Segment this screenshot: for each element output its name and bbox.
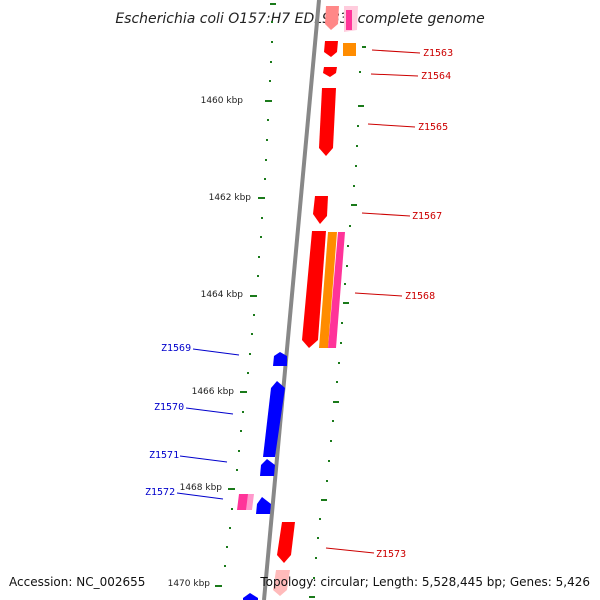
gene-faded-top[interactable] <box>325 6 339 30</box>
reverse-strand-genes <box>237 352 287 600</box>
gene-z1572[interactable] <box>256 497 271 514</box>
map-title: Escherichia coli O157:H7 EDL933, complet… <box>115 11 484 27</box>
gene-faded-bottom[interactable] <box>273 570 290 596</box>
tick-label-1460: 1460 kbp <box>201 96 244 106</box>
genome-backbone <box>262 0 321 600</box>
gene-label-z1572[interactable]: Z1572 <box>145 487 175 498</box>
accession-text: Accession: NC_002655 <box>9 575 145 589</box>
gene-z1571[interactable] <box>260 459 275 476</box>
gene-z1573[interactable] <box>277 522 295 563</box>
feature-orange-z1563[interactable] <box>343 43 356 56</box>
gene-label-z1568[interactable]: Z1568 <box>405 291 435 302</box>
feature-orange-z1568[interactable] <box>319 232 337 348</box>
gene-label-z1573[interactable]: Z1573 <box>376 549 406 560</box>
outer-tick-ring <box>309 7 366 598</box>
gene-z1567[interactable] <box>313 196 328 224</box>
feature-pink-top[interactable] <box>346 10 352 30</box>
gene-z1564[interactable] <box>323 67 337 77</box>
gene-label-z1564[interactable]: Z1564 <box>421 71 451 82</box>
gene-label-z1563[interactable]: Z1563 <box>423 48 453 59</box>
gene-label-z1567[interactable]: Z1567 <box>412 211 442 222</box>
feature-pink-z1568[interactable] <box>328 232 345 348</box>
topology-text: Topology: circular; Length: 5,528,445 bp… <box>259 575 590 589</box>
gene-z1563[interactable] <box>324 41 338 57</box>
forward-strand-genes <box>273 6 358 596</box>
label-leader-lines <box>176 49 421 554</box>
tick-label-1466: 1466 kbp <box>192 387 235 397</box>
feature-lightpink-z1572[interactable] <box>246 494 254 510</box>
gene-z1568[interactable] <box>302 231 326 348</box>
tick-label-1464: 1464 kbp <box>201 290 244 300</box>
tick-label-1468: 1468 kbp <box>180 483 223 493</box>
gene-z1569[interactable] <box>273 352 287 366</box>
tick-label-1470: 1470 kbp <box>168 579 211 589</box>
gene-label-z1569[interactable]: Z1569 <box>161 343 191 354</box>
gene-faded-blue-bottom[interactable] <box>243 593 258 600</box>
gene-label-z1570[interactable]: Z1570 <box>154 402 184 413</box>
gene-label-z1565[interactable]: Z1565 <box>418 122 448 133</box>
gene-label-z1571[interactable]: Z1571 <box>149 450 179 461</box>
inner-tick-ring <box>215 3 276 587</box>
gene-z1570[interactable] <box>263 381 285 457</box>
tick-label-1462: 1462 kbp <box>209 193 252 203</box>
gene-z1565[interactable] <box>319 88 336 156</box>
